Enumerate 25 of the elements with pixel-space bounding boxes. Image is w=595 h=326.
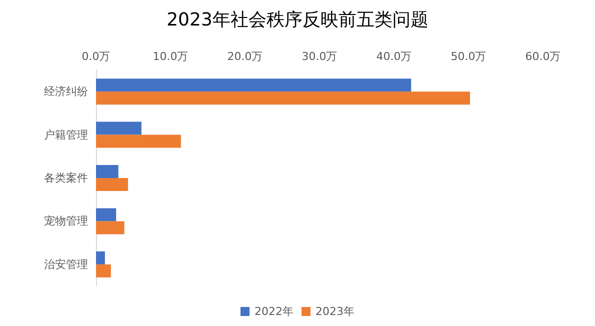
bar [96, 251, 105, 264]
bar [96, 92, 470, 105]
legend-label: 2022年 [254, 305, 294, 318]
x-tick-label: 0.0万 [82, 50, 110, 63]
bar [96, 134, 181, 148]
x-tick-label: 60.0万 [525, 50, 561, 63]
y-tick-label: 治安管理 [44, 258, 88, 271]
y-tick-label: 宠物管理 [44, 214, 88, 228]
y-tick-label: 户籍管理 [44, 128, 88, 142]
x-tick-label: 50.0万 [450, 50, 486, 63]
y-tick-label: 经济纠纷 [44, 85, 88, 98]
legend-label: 2023年 [316, 305, 354, 318]
bar [96, 221, 124, 234]
x-tick-label: 30.0万 [302, 50, 338, 63]
bar [96, 264, 111, 278]
x-tick-label: 10.0万 [152, 50, 188, 63]
chart-title: 2023年社会秩序反映前五类问题 [166, 10, 428, 30]
x-tick-label: 40.0万 [376, 50, 412, 63]
bar [96, 78, 412, 92]
bar [96, 165, 118, 178]
x-tick-label: 20.0万 [227, 50, 263, 63]
bar [96, 122, 142, 135]
bar [96, 208, 116, 222]
y-tick-label: 各类案件 [44, 172, 88, 184]
bar [96, 178, 128, 191]
